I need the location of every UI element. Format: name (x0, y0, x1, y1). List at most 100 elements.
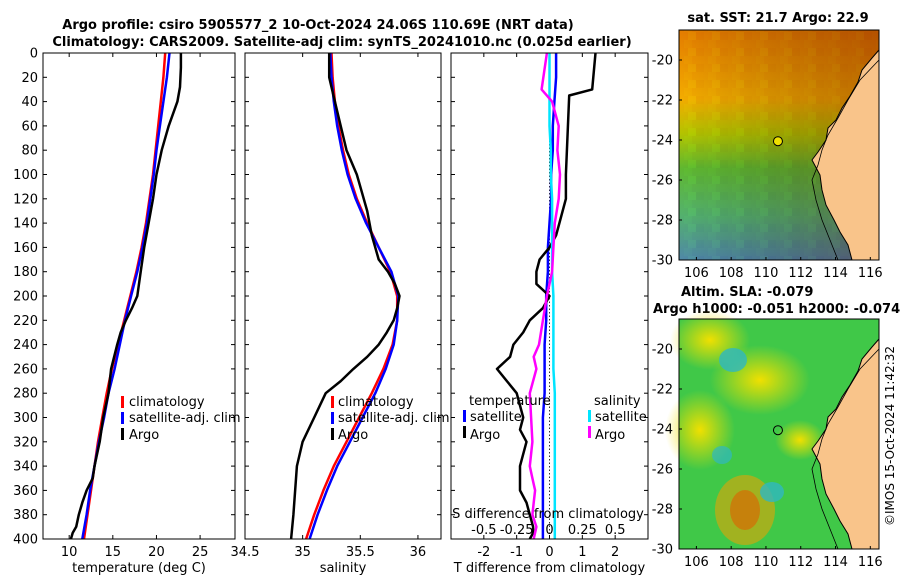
map-x-tick-label: 116 (858, 266, 883, 281)
y-tick-label: 160 (13, 241, 38, 256)
panel-frame (450, 52, 649, 540)
map-y-tick-label: -28 (652, 503, 673, 518)
x-tick-label: 15 (105, 545, 122, 560)
x-tick-label: 35 (294, 545, 311, 560)
legend-climatology: climatology (129, 395, 205, 410)
x-tick-label: 20 (148, 545, 165, 560)
legend-t-argo: Argo (470, 428, 500, 443)
temperature-legend: climatology satellite-adj. clim Argo (121, 395, 241, 443)
sst-frame (678, 29, 880, 261)
sla-frame (678, 318, 880, 550)
sla-argo-marker (772, 425, 783, 436)
s-diff-tick-label: 0 (545, 523, 553, 538)
sst-ticks: 106 108 110 112 114 116 -20 -22 -24 -26 -28 -30 (652, 54, 883, 282)
map-x-tick-label: 114 (823, 555, 848, 570)
y-tick-label: 320 (13, 435, 38, 450)
sla-land (811, 337, 880, 550)
sla-low (712, 446, 732, 464)
map-y-tick-label: -30 (652, 254, 673, 269)
map-x-tick-label: 112 (788, 266, 813, 281)
map-y-tick-label: -22 (652, 94, 673, 109)
legend-s-argo: Argo (595, 428, 625, 443)
sst-map-title: sat. SST: 21.7 Argo: 22.9 (687, 11, 868, 26)
map-y-tick-label: -30 (652, 543, 673, 558)
s-diff-tick-label: -0.25 (500, 523, 534, 538)
legend-salinity-heading: salinity (594, 394, 641, 409)
legend-swatch-s-argo (588, 426, 591, 438)
x-tick-label: 1 (578, 545, 586, 560)
sla-low (760, 482, 784, 502)
sst-argo-marker (772, 136, 783, 147)
y-tick-label: 140 (13, 217, 38, 232)
series-argo (289, 53, 401, 540)
y-tick-label: 300 (13, 411, 38, 426)
map-x-tick-label: 108 (719, 555, 744, 570)
x-tick-label: 10 (61, 545, 78, 560)
x-tick-label: 25 (192, 545, 209, 560)
y-tick-label: 220 (13, 314, 38, 329)
sst-map: sat. SST: 21.7 Argo: 22.9 106 108 110 112 11… (652, 11, 883, 281)
map-y-tick-label: -28 (652, 214, 673, 229)
series-salinity-satellite (548, 53, 557, 539)
legend-swatch-climatology (121, 396, 124, 408)
s-diff-tick-label: 0.25 (568, 523, 597, 538)
legend-t-satellite: satellite (470, 410, 522, 425)
x-tick-label: 36 (410, 545, 427, 560)
legend-argo: Argo (338, 428, 368, 443)
x-axis-label: temperature (deg C) (72, 561, 206, 576)
series-argo (69, 53, 183, 540)
depth-axis: 0 20 40 60 80 100 120 140 160 180 200 220 240 260 280 3… (13, 47, 38, 548)
sla-map-title: Altim. SLA: -0.079 (681, 285, 813, 300)
x-tick-label: 2 (611, 545, 619, 560)
y-tick-label: 40 (21, 95, 38, 110)
legend-climatology: climatology (338, 395, 414, 410)
y-tick-label: 380 (13, 508, 38, 523)
map-x-tick-label: 116 (858, 555, 883, 570)
y-tick-label: 120 (13, 192, 38, 207)
series-climatology (82, 52, 167, 540)
legend-swatch-satellite (121, 412, 124, 424)
y-tick-label: 100 (13, 168, 38, 183)
series-salinity-argo (528, 52, 562, 540)
credit: ©IMOS 15-Oct-2024 11:42:32 (883, 346, 897, 526)
y-tick-label: 240 (13, 338, 38, 353)
s-diff-tick-label: -0.5 (471, 523, 496, 538)
map-x-tick-label: 110 (754, 266, 779, 281)
s-diff-axis-label: S difference from climatology (452, 507, 644, 522)
map-y-tick-label: -20 (652, 54, 673, 69)
y-tick-label: 200 (13, 290, 38, 305)
sst-land (811, 48, 880, 261)
legend-s-satellite: satellite (595, 410, 647, 425)
legend-swatch-t-argo (463, 426, 466, 438)
header-line-2: Climatology: CARS2009. Satellite-adj cli… (52, 35, 631, 50)
legend-satellite: satellite-adj. clim (129, 411, 241, 426)
map-y-tick-label: -26 (652, 463, 673, 478)
map-x-tick-label: 114 (823, 266, 848, 281)
legend-swatch-satellite (331, 412, 334, 424)
x-tick-label: 35.5 (346, 545, 375, 560)
map-x-tick-label: 108 (719, 266, 744, 281)
map-x-tick-label: 106 (684, 266, 709, 281)
map-y-tick-label: -26 (652, 174, 673, 189)
x-tick-label: 34.5 (231, 545, 260, 560)
legend-swatch-s-satellite (588, 410, 591, 422)
salinity-legend: climatology satellite-adj. clim Argo (331, 395, 450, 443)
y-tick-label: 260 (13, 362, 38, 377)
x-axis-label: T difference from climatology (453, 561, 646, 576)
legend-swatch-argo (331, 428, 334, 440)
sla-bathymetry (811, 348, 880, 550)
sst-bathymetry (811, 59, 880, 261)
legend-swatch-argo (121, 428, 124, 440)
series-satellite-adj-clim (308, 52, 400, 540)
header-line-1: Argo profile: csiro 5905577_2 10-Oct-202… (62, 18, 573, 33)
difference-panel: -2 -1 0 1 2T difference from climatology (450, 52, 649, 576)
map-y-tick-label: -24 (652, 134, 673, 149)
panel-frame (42, 52, 236, 540)
y-tick-label: 20 (21, 71, 38, 86)
sla-low (719, 348, 747, 372)
y-tick-label: 180 (13, 265, 38, 280)
map-y-tick-label: -20 (652, 343, 673, 358)
salinity-panel: 34.5 35 35.5 36 salinity (231, 52, 442, 576)
